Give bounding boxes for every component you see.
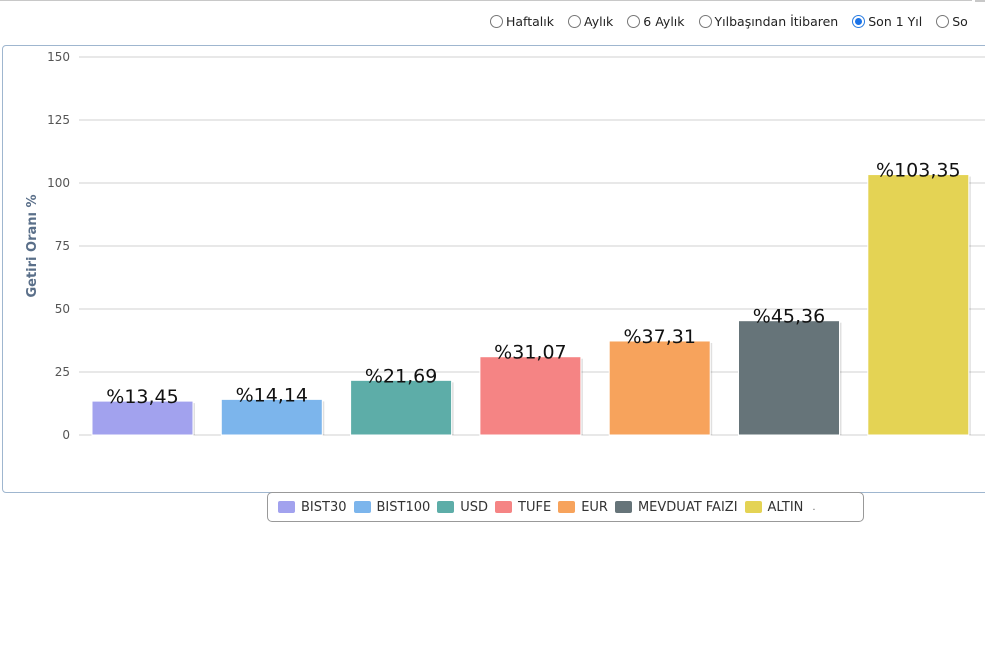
legend-swatch-5 [614, 501, 632, 513]
bar-bist100[interactable] [220, 398, 323, 436]
data-label-5: %45,36 [753, 306, 825, 328]
period-option-1[interactable]: Aylık [568, 14, 613, 29]
y-tick-label-100: 100 [47, 176, 70, 190]
period-option-0[interactable]: Haftalık [490, 14, 554, 29]
legend-item-mevduat-faizi[interactable]: MEVDUAT FAIZI [614, 499, 738, 515]
period-option-5[interactable]: So [936, 14, 968, 29]
legend-label-3: TUFE [518, 499, 552, 515]
period-radio-2[interactable] [627, 15, 641, 28]
bar-mevduat-faizi[interactable] [738, 320, 840, 436]
period-radio-5[interactable] [936, 15, 950, 28]
legend-swatch-0 [278, 501, 295, 513]
legend-label-5: MEVDUAT FAIZI [637, 499, 738, 515]
period-option-2[interactable]: 6 Aylık [627, 14, 685, 29]
top-divider-tick [975, 0, 985, 2]
y-tick-label-125: 125 [47, 113, 70, 127]
bar-usd[interactable] [350, 379, 453, 436]
data-label-6: %103,35 [876, 160, 961, 182]
y-tick-label-75: 75 [55, 239, 70, 253]
bar-bist30[interactable] [91, 400, 194, 436]
period-option-4[interactable]: Son 1 Yıl [852, 14, 922, 29]
period-option-3[interactable]: Yılbaşından İtibaren [698, 14, 839, 29]
legend-item-eur[interactable]: EUR [558, 500, 608, 515]
y-axis-title: Getiri Oranı % [25, 194, 40, 297]
period-label-5: So [952, 14, 968, 29]
legend-item-bist30[interactable]: BIST30 [278, 500, 347, 515]
period-radio-0[interactable] [490, 15, 503, 28]
legend-swatch-4 [558, 501, 576, 513]
legend-label-1: BIST100 [376, 499, 431, 515]
period-label-2: 6 Aylık [643, 14, 685, 29]
legend-item-usd[interactable]: USD [437, 500, 488, 515]
data-label-0: %13,45 [106, 386, 178, 408]
y-tick-label-25: 25 [55, 365, 70, 379]
legend-label-2: USD [460, 499, 489, 515]
legend-swatch-3 [495, 501, 513, 513]
bar-altin[interactable] [867, 174, 970, 436]
legend-label-6: ALTIN [767, 499, 804, 515]
legend-swatch-6 [744, 501, 762, 513]
data-label-1: %14,14 [236, 384, 308, 406]
legend-item-tufe[interactable]: TUFE [495, 500, 551, 515]
y-tick-label-150: 150 [47, 50, 70, 64]
period-radio-4[interactable] [852, 15, 866, 28]
legend-swatch-2 [437, 501, 455, 513]
top-divider [0, 0, 972, 1]
data-label-4: %37,31 [623, 326, 695, 348]
chart-legend: BIST30 BIST100 USD TUFE EUR MEVDUAT FAIZI ALTI… [267, 492, 864, 522]
period-label-4: Son 1 Yıl [868, 14, 923, 29]
legend-label-0: BIST30 [301, 499, 347, 515]
bar-eur[interactable] [608, 340, 711, 436]
period-radio-3[interactable] [698, 15, 712, 28]
y-tick-label-50: 50 [55, 302, 70, 316]
y-tick-label-0: 0 [62, 428, 70, 442]
data-label-2: %21,69 [365, 365, 437, 387]
legend-item-bist100[interactable]: BIST100 [353, 499, 431, 515]
period-label-3: Yılbaşından İtibaren [714, 14, 839, 29]
period-label-1: Aylık [584, 14, 614, 29]
period-selector: Haftalık Aylık 6 Aylık Yılbaşından İtibaren… [490, 14, 982, 31]
bar-tufe[interactable] [479, 356, 582, 436]
legend-swatch-1 [353, 501, 371, 513]
period-radio-1[interactable] [568, 15, 581, 28]
bar-chart: 0 25 50 75 100 125 150 Getiri Oranı % %13,45 %14,… [25, 50, 985, 442]
legend-label-4: EUR [581, 499, 608, 515]
period-label-0: Haftalık [506, 14, 554, 29]
chart-panel: 0 25 50 75 100 125 150 Getiri Oranı % %13,45 %14,… [2, 45, 985, 522]
legend-more-indicator: . [812, 501, 816, 513]
data-label-3: %31,07 [494, 342, 566, 364]
legend-item-altin[interactable]: ALTIN [744, 499, 804, 515]
